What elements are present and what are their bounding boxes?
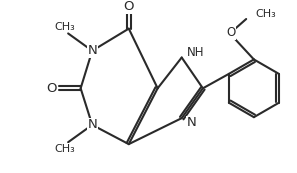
Text: O: O	[226, 26, 236, 39]
Text: NH: NH	[187, 46, 204, 59]
Text: N: N	[187, 116, 196, 129]
Text: O: O	[124, 0, 134, 13]
Text: N: N	[87, 118, 97, 131]
Text: CH₃: CH₃	[54, 22, 75, 32]
Text: CH₃: CH₃	[54, 144, 75, 154]
Text: O: O	[47, 82, 57, 95]
Text: N: N	[87, 44, 97, 57]
Text: CH₃: CH₃	[256, 9, 277, 19]
